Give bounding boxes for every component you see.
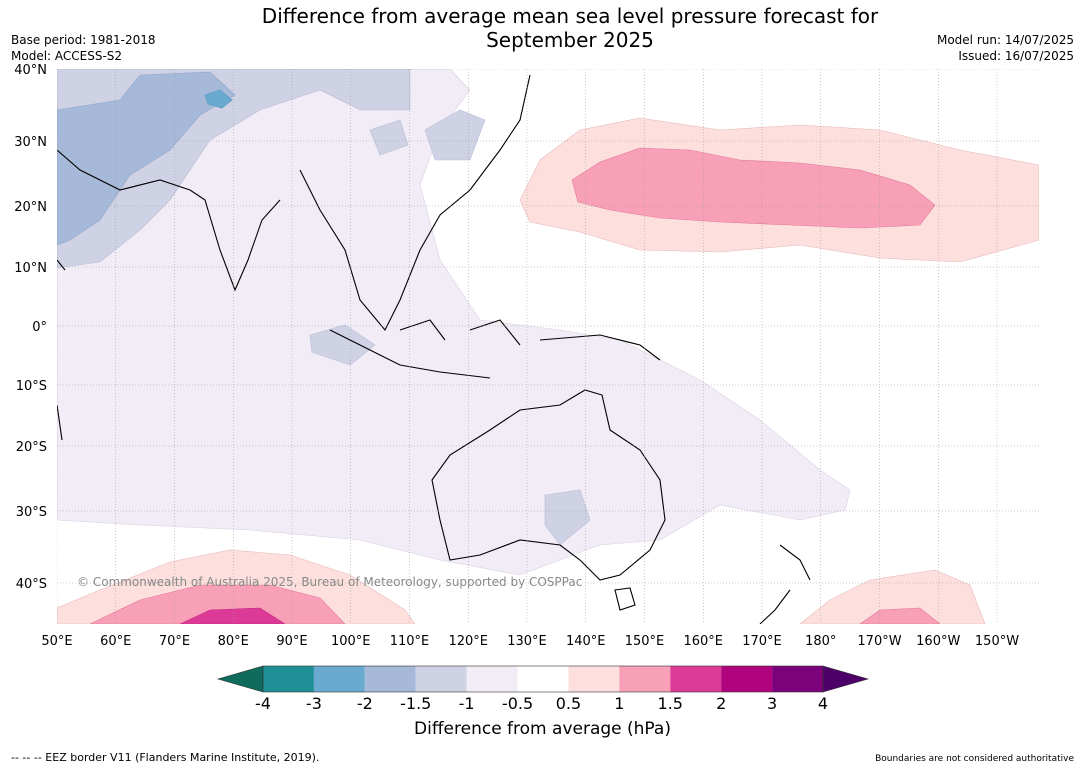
tasmania-coastline	[614, 587, 636, 611]
lon-label: 90°E	[276, 634, 307, 649]
anomaly-region-negative-4	[204, 89, 233, 109]
lat-label: 40°S	[16, 577, 47, 592]
lat-label: 10°S	[16, 379, 47, 394]
india-coastline	[189, 189, 281, 292]
colorbar-label: Difference from average (hPa)	[414, 719, 671, 739]
model-run-date: Model run: 14/07/2025	[936, 33, 1074, 47]
colorbar-cell	[517, 666, 569, 692]
copyright-text: © Commonwealth of Australia 2025, Bureau…	[77, 575, 582, 589]
colorbar-cell	[466, 666, 518, 692]
lon-label: 150°W	[975, 634, 1019, 649]
colorbar-cell	[364, 666, 416, 692]
lon-label: 160°E	[683, 634, 723, 649]
boundaries-note: Boundaries are not considered authoritat…	[875, 754, 1074, 764]
lat-label: 40°N	[14, 63, 47, 78]
colorbar-tick-label: 3	[767, 694, 777, 713]
lon-label: 50°E	[41, 634, 72, 649]
colorbar-cell	[263, 666, 314, 692]
colorbar-tick-label: -0.5	[502, 694, 533, 713]
anomaly-region-positive-south-3	[179, 607, 286, 624]
chart-title: Difference from average mean sea level p…	[240, 4, 900, 52]
lon-label: 170°W	[857, 634, 901, 649]
anomaly-region-negative-3	[57, 71, 236, 246]
colorbar-extend-high	[822, 665, 870, 693]
title-line-1: Difference from average mean sea level p…	[261, 4, 879, 28]
lon-label: 170°E	[742, 634, 782, 649]
anomaly-region-negative-2	[309, 109, 591, 546]
lat-label: 20°N	[14, 200, 47, 215]
lon-label: 70°E	[159, 634, 190, 649]
africa-coastline	[57, 259, 66, 441]
colorbar-extend-low	[216, 665, 264, 693]
colorbar-tick-label: 1	[614, 694, 624, 713]
map-area	[57, 69, 1039, 624]
latitude-labels: 40°N 30°N 20°N 10°N 0° 10°S 20°S 30°S 40°S	[14, 63, 47, 592]
model-info: Base period: 1981-2018 Model: ACCESS-S2	[11, 32, 156, 64]
eez-footnote: -- -- -- EEZ border V11 (Flanders Marine…	[11, 751, 320, 764]
colorbar-tick-label: -3	[306, 694, 322, 713]
colorbar-cell	[670, 666, 722, 692]
colorbar-cell	[415, 666, 467, 692]
longitude-labels: 50°E 60°E 70°E 80°E 90°E 100°E 110°E 120°E 130°E…	[41, 634, 1019, 649]
colorbar-tick-label: 2	[716, 694, 726, 713]
new-zealand-coastline	[759, 544, 811, 624]
anomaly-region-positive-south-2	[89, 584, 941, 624]
colorbar-tick-label: 0.5	[556, 694, 581, 713]
colorbar-cell	[568, 666, 620, 692]
colorbar-tick-label: 4	[818, 694, 828, 713]
lon-label: 180°	[805, 634, 836, 649]
lon-label: 120°E	[448, 634, 488, 649]
issued-date: Issued: 16/07/2025	[958, 49, 1074, 63]
lon-label: 140°E	[566, 634, 606, 649]
colorbar-tick-label: -1.5	[400, 694, 431, 713]
coastlines	[57, 74, 811, 624]
model-name: Model: ACCESS-S2	[11, 49, 123, 63]
lon-label: 60°E	[100, 634, 131, 649]
graticule	[57, 69, 1039, 624]
anomaly-region-positive-north-2	[571, 147, 936, 229]
colorbar-tick-label: -2	[357, 694, 373, 713]
lat-label: 30°S	[16, 505, 47, 520]
colorbar-tick-label: 1.5	[658, 694, 683, 713]
asia-coastline	[57, 74, 531, 331]
lon-label: 160°W	[916, 634, 960, 649]
colorbar-frame	[262, 665, 824, 693]
title-line-2: September 2025	[486, 28, 654, 52]
colorbar-tick-label: -4	[255, 694, 271, 713]
colorbar-cell	[721, 666, 773, 692]
colorbar-cell	[313, 666, 365, 692]
lon-label: 130°E	[507, 634, 547, 649]
base-period: Base period: 1981-2018	[11, 33, 156, 47]
run-info: Model run: 14/07/2025 Issued: 16/07/2025	[937, 32, 1074, 64]
anomaly-region-light-negative	[57, 69, 851, 576]
lat-label: 10°N	[14, 261, 47, 276]
lat-label: 0°	[32, 320, 47, 335]
colorbar-tick-label: -1	[459, 694, 475, 713]
lon-label: 110°E	[390, 634, 430, 649]
lon-label: 100°E	[331, 634, 371, 649]
lon-label: 150°E	[625, 634, 665, 649]
colorbar-cell	[772, 666, 823, 692]
lat-label: 30°N	[14, 135, 47, 150]
indonesia-coastline	[329, 319, 661, 379]
pressure-anomaly-map: © Commonwealth of Australia 2025, Bureau…	[14, 63, 1039, 649]
colorbar-cell	[619, 666, 671, 692]
lon-label: 80°E	[218, 634, 249, 649]
australia-coastline	[431, 389, 666, 581]
lat-label: 20°S	[16, 440, 47, 455]
